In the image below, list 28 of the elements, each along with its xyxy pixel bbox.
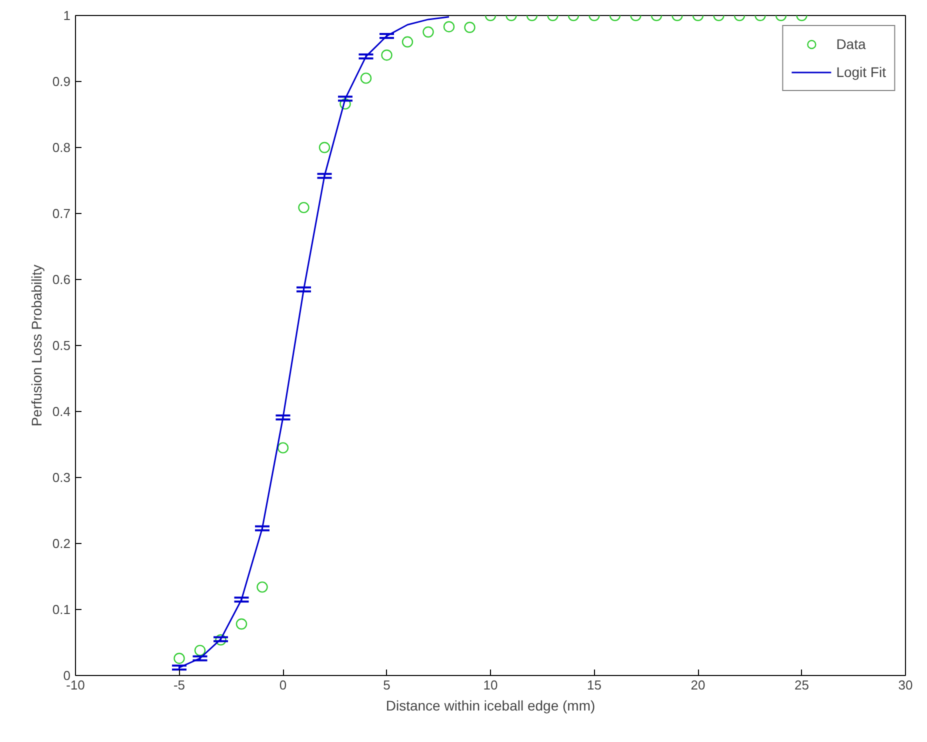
legend-label: Data [836, 36, 866, 52]
x-tick-label: 5 [383, 678, 390, 692]
y-tick-label: 1 [63, 8, 71, 23]
x-axis-title: Distance within iceball edge (mm) [386, 698, 596, 714]
x-tick-label: 0 [279, 678, 287, 692]
x-tick-label: 25 [794, 678, 809, 692]
x-tick-label: 30 [898, 678, 913, 692]
point [174, 652, 185, 664]
legend-label: Logit Fit [836, 64, 886, 80]
y-tick-label: 0.6 [52, 272, 71, 287]
point [277, 442, 289, 454]
y-tick-label: 0.3 [52, 470, 71, 485]
point [256, 581, 268, 593]
x-tick-label: 20 [690, 678, 706, 692]
point [236, 618, 248, 630]
x-tick-label: 15 [587, 678, 602, 692]
x-tick-label: -5 [173, 678, 186, 692]
y-tick-label: 0.4 [52, 404, 71, 419]
y-tick-label: 0.5 [52, 338, 71, 353]
point [215, 634, 226, 646]
x-tick-label: 10 [483, 678, 498, 692]
y-tick-label: 0.1 [52, 602, 71, 617]
y-axis-title: Perfusion Loss Probability [28, 264, 44, 426]
y-tick-label: 0.9 [52, 74, 71, 89]
y-tick-label: 0.8 [52, 140, 71, 155]
y-tick-label: 0 [63, 668, 71, 683]
y-tick-label: 0.7 [52, 206, 71, 221]
y-tick-label: 0.2 [52, 536, 71, 551]
